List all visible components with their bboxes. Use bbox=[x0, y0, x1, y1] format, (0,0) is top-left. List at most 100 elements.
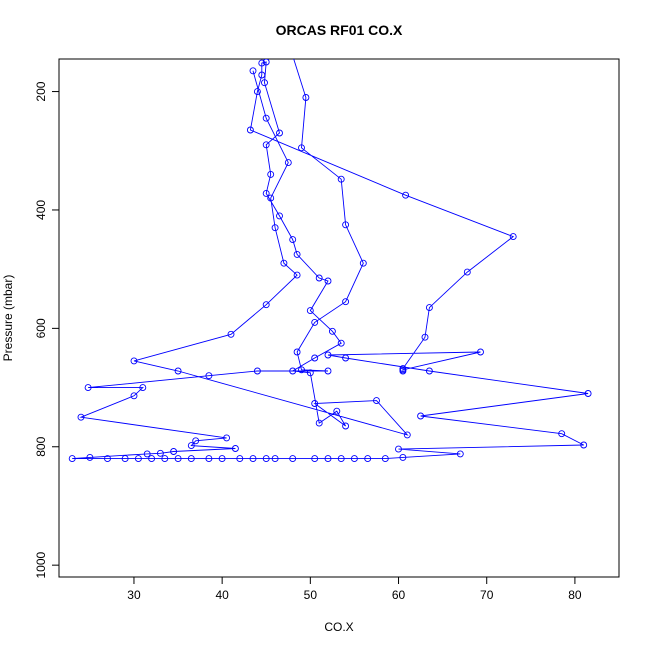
data-point bbox=[399, 453, 407, 461]
data-point bbox=[328, 327, 336, 335]
data-point bbox=[402, 191, 410, 199]
data-point bbox=[399, 365, 407, 373]
y-tick-label: 600 bbox=[34, 318, 48, 338]
x-tick-label: 30 bbox=[127, 588, 141, 602]
data-point bbox=[227, 330, 235, 338]
data-point bbox=[311, 400, 319, 407]
data-point bbox=[298, 144, 305, 152]
data-point bbox=[417, 412, 425, 420]
data-point bbox=[509, 233, 517, 241]
data-point bbox=[456, 450, 464, 458]
data-point bbox=[306, 307, 314, 315]
data-point bbox=[342, 298, 350, 306]
data-point bbox=[276, 129, 283, 137]
data-point bbox=[262, 59, 270, 66]
data-point bbox=[359, 259, 367, 267]
data-point bbox=[271, 224, 279, 232]
x-axis: 30 40 50 60 70 80 bbox=[127, 577, 582, 602]
data-point bbox=[324, 455, 332, 463]
data-point bbox=[156, 449, 164, 457]
data-point bbox=[298, 366, 305, 374]
data-point bbox=[293, 271, 301, 279]
data-point bbox=[306, 369, 314, 377]
data-point bbox=[139, 384, 147, 392]
chart-title: ORCAS RF01 CO.X bbox=[276, 22, 403, 38]
data-point bbox=[337, 339, 345, 347]
x-tick-label: 60 bbox=[392, 588, 406, 602]
data-point bbox=[311, 455, 319, 463]
data-point bbox=[192, 437, 200, 445]
data-point bbox=[148, 455, 156, 463]
data-point bbox=[262, 189, 270, 197]
data-point bbox=[174, 367, 182, 375]
data-point bbox=[262, 301, 270, 309]
x-tick-label: 80 bbox=[568, 588, 582, 602]
data-point bbox=[425, 367, 433, 375]
y-tick-label: 800 bbox=[34, 436, 48, 456]
data-point bbox=[293, 250, 301, 258]
plot-frame bbox=[58, 58, 620, 578]
data-point bbox=[174, 455, 182, 463]
data-point bbox=[205, 455, 213, 463]
data-point bbox=[104, 455, 111, 463]
data-point bbox=[258, 59, 266, 67]
data-point bbox=[121, 455, 129, 463]
data-point bbox=[580, 441, 588, 449]
data-point bbox=[231, 445, 239, 452]
data-point bbox=[463, 268, 471, 276]
y-tick-label: 200 bbox=[34, 81, 48, 101]
data-point bbox=[249, 455, 257, 463]
data-point bbox=[289, 236, 297, 244]
data-point bbox=[253, 367, 261, 375]
data-point bbox=[205, 372, 213, 380]
data-point bbox=[253, 88, 261, 96]
data-point bbox=[134, 455, 142, 463]
data-point bbox=[218, 455, 226, 463]
data-point bbox=[130, 392, 138, 400]
data-point bbox=[293, 348, 301, 356]
data-point bbox=[262, 114, 270, 122]
data-point bbox=[284, 159, 292, 167]
data-point bbox=[143, 450, 151, 458]
data-point bbox=[350, 455, 358, 463]
data-point bbox=[373, 397, 380, 405]
data-point bbox=[267, 170, 275, 178]
x-tick-label: 70 bbox=[480, 588, 494, 602]
data-point bbox=[289, 367, 297, 375]
data-point bbox=[315, 419, 323, 427]
x-axis-label: CO.X bbox=[324, 620, 353, 634]
data-point bbox=[288, 47, 294, 53]
y-tick-label: 400 bbox=[34, 200, 48, 220]
data-point bbox=[315, 274, 323, 282]
data-point bbox=[333, 407, 341, 415]
data-point bbox=[249, 67, 257, 75]
data-point bbox=[584, 390, 592, 397]
data-point bbox=[271, 455, 279, 463]
data-point bbox=[421, 333, 429, 341]
data-point bbox=[324, 277, 332, 285]
data-point bbox=[84, 384, 92, 392]
data-point bbox=[161, 455, 169, 463]
data-point bbox=[337, 175, 345, 183]
data-point bbox=[246, 126, 254, 134]
data-point bbox=[86, 453, 94, 461]
data-point bbox=[425, 304, 433, 312]
x-tick-label: 40 bbox=[215, 588, 229, 602]
data-point bbox=[342, 422, 350, 430]
data-point bbox=[77, 413, 85, 421]
data-point bbox=[302, 94, 310, 101]
data-point bbox=[311, 318, 319, 326]
data-point bbox=[267, 194, 275, 202]
data-point bbox=[324, 351, 332, 359]
data-point bbox=[187, 455, 195, 463]
data-point bbox=[170, 448, 178, 455]
data-point bbox=[381, 455, 389, 463]
data-point bbox=[258, 71, 266, 79]
data-point bbox=[324, 367, 332, 375]
data-point bbox=[187, 442, 195, 450]
y-tick-label: 1000 bbox=[34, 551, 48, 578]
data-point bbox=[395, 445, 402, 453]
data-point bbox=[68, 455, 76, 463]
data-point bbox=[262, 141, 270, 149]
